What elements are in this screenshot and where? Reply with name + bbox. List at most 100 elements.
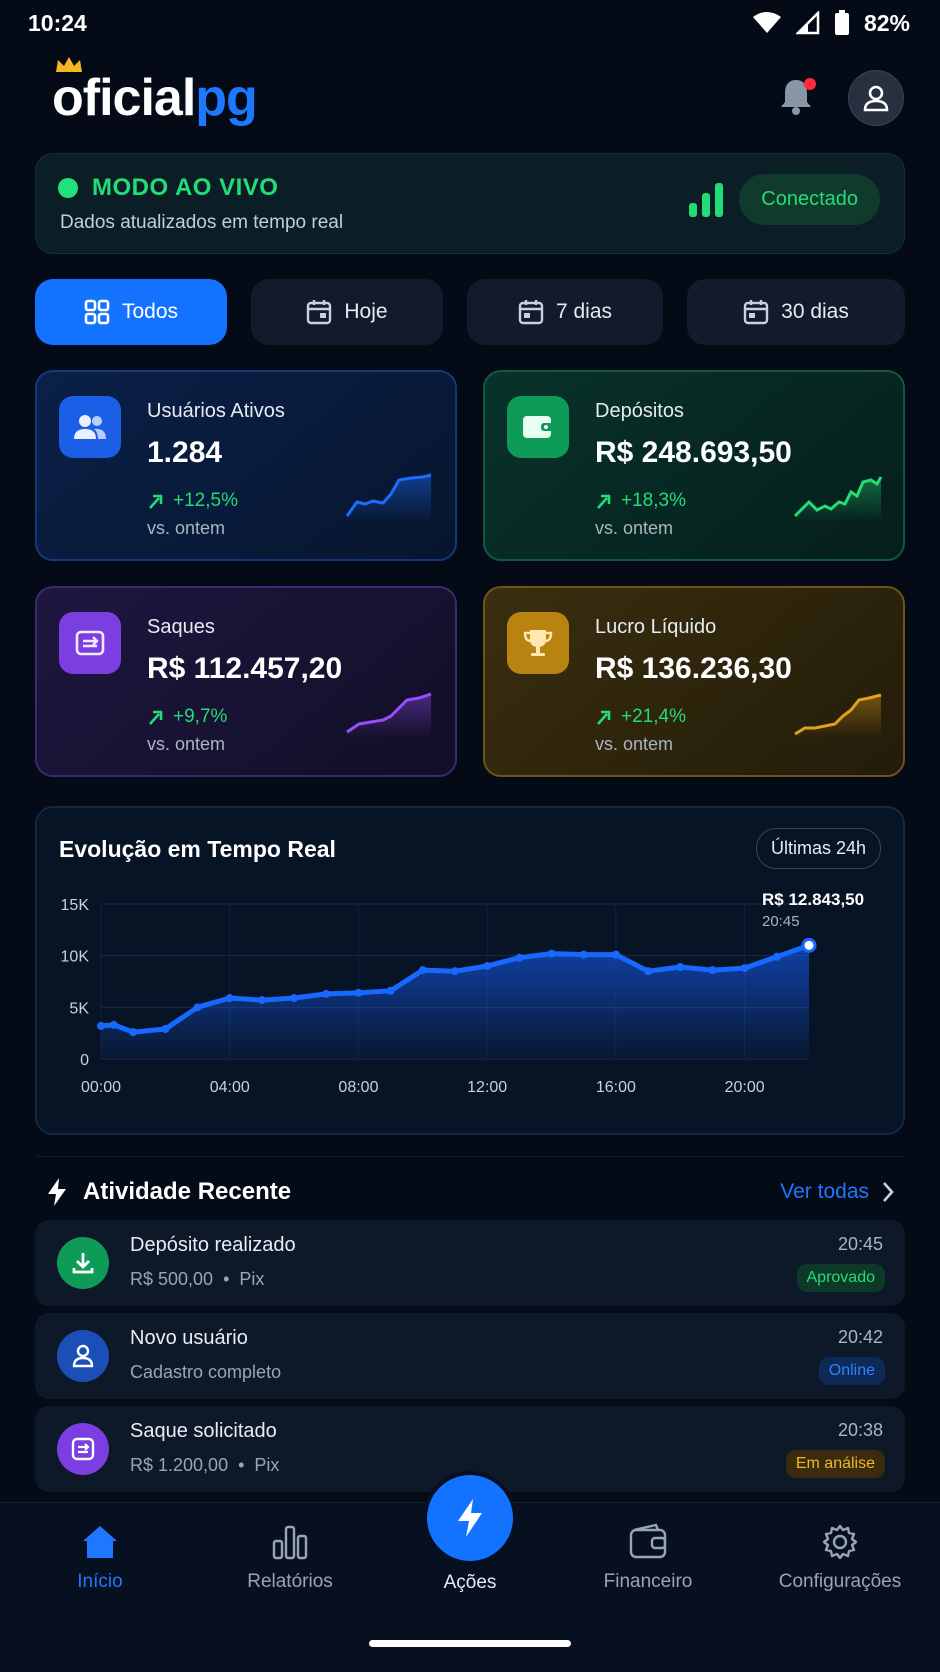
chart-tooltip-value: R$ 12.843,50 bbox=[762, 890, 864, 909]
notifications-button[interactable] bbox=[778, 76, 818, 120]
logo: oficialpg bbox=[52, 57, 258, 128]
activity-item-deposit[interactable]: Depósito realizado R$ 500,00 • Pix 20:45… bbox=[35, 1220, 905, 1306]
sparkline-deposits bbox=[793, 476, 883, 522]
calendar-icon bbox=[307, 300, 332, 325]
chart-y-tick-label: 15K bbox=[61, 897, 90, 914]
stat-change-value: +12,5% bbox=[173, 490, 238, 511]
filter-todos[interactable]: Todos bbox=[35, 279, 227, 345]
stat-compare: vs. ontem bbox=[595, 734, 674, 754]
chart-data-point bbox=[193, 1003, 202, 1012]
chart-data-point bbox=[109, 1020, 118, 1029]
chart-data-point bbox=[225, 994, 234, 1003]
nav-financeiro[interactable]: Financeiro bbox=[558, 1523, 738, 1593]
chart-y-tick-label: 0 bbox=[80, 1052, 89, 1069]
chart-data-point bbox=[386, 986, 395, 995]
stat-change: +18,3% bbox=[595, 490, 686, 512]
filter-label: 7 dias bbox=[555, 300, 613, 323]
stat-value: R$ 112.457,20 bbox=[147, 652, 343, 685]
chart-x-tick-label: 04:00 bbox=[210, 1079, 250, 1096]
download-icon bbox=[57, 1237, 109, 1289]
nav-label: Financeiro bbox=[603, 1571, 693, 1592]
profile-button[interactable] bbox=[848, 70, 904, 126]
stat-change: +12,5% bbox=[147, 490, 238, 512]
logo-text-part2: pg bbox=[195, 69, 258, 127]
nav-relatorios[interactable]: Relatórios bbox=[200, 1523, 380, 1593]
recent-activity-header: Atividade Recente Ver todas bbox=[35, 1156, 905, 1226]
trend-up-icon bbox=[149, 494, 163, 509]
filter-30-dias[interactable]: 30 dias bbox=[687, 279, 905, 345]
chart-data-point bbox=[644, 967, 653, 976]
home-icon bbox=[83, 1526, 117, 1558]
chart-data-point bbox=[483, 962, 492, 970]
chart-range-selector[interactable]: Últimas 24h bbox=[755, 828, 881, 869]
stat-card-active-users[interactable]: Usuários Ativos 1.284 +12,5% vs. ontem bbox=[35, 370, 457, 561]
status-badge: Online bbox=[818, 1357, 885, 1385]
status-icons: 82% bbox=[752, 10, 910, 37]
chart-data-point bbox=[579, 950, 588, 959]
live-title: MODO AO VIVO bbox=[92, 174, 279, 201]
live-indicator-dot bbox=[58, 178, 78, 198]
filter-hoje[interactable]: Hoje bbox=[251, 279, 443, 345]
nav-inicio[interactable]: Início bbox=[10, 1523, 190, 1593]
activity-title: Novo usuário bbox=[130, 1327, 248, 1349]
chart-data-point bbox=[257, 996, 266, 1005]
status-time: 10:24 bbox=[28, 9, 87, 36]
user-icon bbox=[57, 1330, 109, 1382]
bell-icon bbox=[781, 80, 811, 115]
filter-7-dias[interactable]: 7 dias bbox=[467, 279, 663, 345]
filter-label: 30 dias bbox=[781, 300, 849, 323]
chart-data-point bbox=[740, 964, 749, 973]
chart-data-point bbox=[97, 1021, 105, 1030]
stat-label: Lucro Líquido bbox=[595, 616, 717, 638]
chart-data-point bbox=[161, 1025, 170, 1034]
trend-up-icon bbox=[597, 494, 611, 509]
live-subtitle: Dados atualizados em tempo real bbox=[60, 212, 344, 233]
activity-subtitle: Cadastro completo bbox=[130, 1362, 282, 1382]
stat-change-value: +9,7% bbox=[173, 706, 228, 727]
nav-configuracoes[interactable]: Configurações bbox=[750, 1523, 930, 1593]
stat-card-net-profit[interactable]: Lucro Líquido R$ 136.236,30 +21,4% vs. o… bbox=[483, 586, 905, 777]
grid-icon bbox=[84, 299, 110, 325]
chart-data-point bbox=[772, 952, 781, 961]
see-all-link[interactable]: Ver todas bbox=[780, 1180, 895, 1204]
chart-current-point bbox=[801, 937, 817, 953]
stat-card-withdrawals[interactable]: Saques R$ 112.457,20 +9,7% vs. ontem bbox=[35, 586, 457, 777]
nav-label-acoes: Ações bbox=[443, 1572, 497, 1593]
live-mode-card: MODO AO VIVO Dados atualizados em tempo … bbox=[35, 153, 905, 254]
chart-x-tick-label: 12:00 bbox=[467, 1079, 507, 1096]
chart-y-tick-label: 5K bbox=[69, 1000, 89, 1017]
withdraw-icon bbox=[59, 612, 121, 674]
lightning-icon bbox=[48, 1177, 66, 1206]
stat-change: +9,7% bbox=[147, 706, 227, 728]
sparkline-users bbox=[345, 473, 432, 522]
activity-title: Depósito realizado bbox=[130, 1234, 296, 1256]
chart-y-tick-label: 10K bbox=[61, 949, 90, 966]
stat-value: R$ 136.236,30 bbox=[595, 652, 792, 685]
chart-data-point bbox=[515, 953, 524, 962]
sparkline-withdrawals bbox=[346, 692, 432, 738]
chart-area-fill bbox=[101, 945, 809, 1059]
realtime-chart-card: Evolução em Tempo Real Últimas 24h 0 5K 10… bbox=[35, 806, 905, 1135]
stat-value: 1.284 bbox=[147, 436, 223, 469]
status-badge: Aprovado bbox=[796, 1264, 885, 1292]
connection-status-badge: Conectado bbox=[739, 174, 880, 225]
actions-fab-button[interactable] bbox=[427, 1475, 513, 1561]
activity-item-new-user[interactable]: Novo usuário Cadastro completo 20:42 Onl… bbox=[35, 1313, 905, 1399]
chart-series-line bbox=[100, 942, 810, 1035]
stat-card-deposits[interactable]: Depósitos R$ 248.693,50 +18,3% vs. ontem bbox=[483, 370, 905, 561]
notification-dot bbox=[804, 78, 816, 90]
user-icon bbox=[863, 85, 889, 112]
see-all-label: Ver todas bbox=[780, 1179, 869, 1203]
chevron-right-icon bbox=[883, 1181, 894, 1202]
filter-label: Hoje bbox=[344, 300, 388, 323]
stat-label: Depósitos bbox=[595, 400, 684, 422]
calendar-icon bbox=[743, 300, 769, 325]
battery-icon bbox=[834, 10, 849, 35]
activity-title: Saque solicitado bbox=[130, 1420, 277, 1442]
home-indicator[interactable] bbox=[369, 1640, 571, 1647]
status-bar: 10:24 82% bbox=[0, 0, 940, 46]
stat-compare: vs. ontem bbox=[147, 518, 226, 538]
stat-change-value: +18,3% bbox=[621, 490, 686, 511]
stat-change: +21,4% bbox=[595, 706, 686, 728]
